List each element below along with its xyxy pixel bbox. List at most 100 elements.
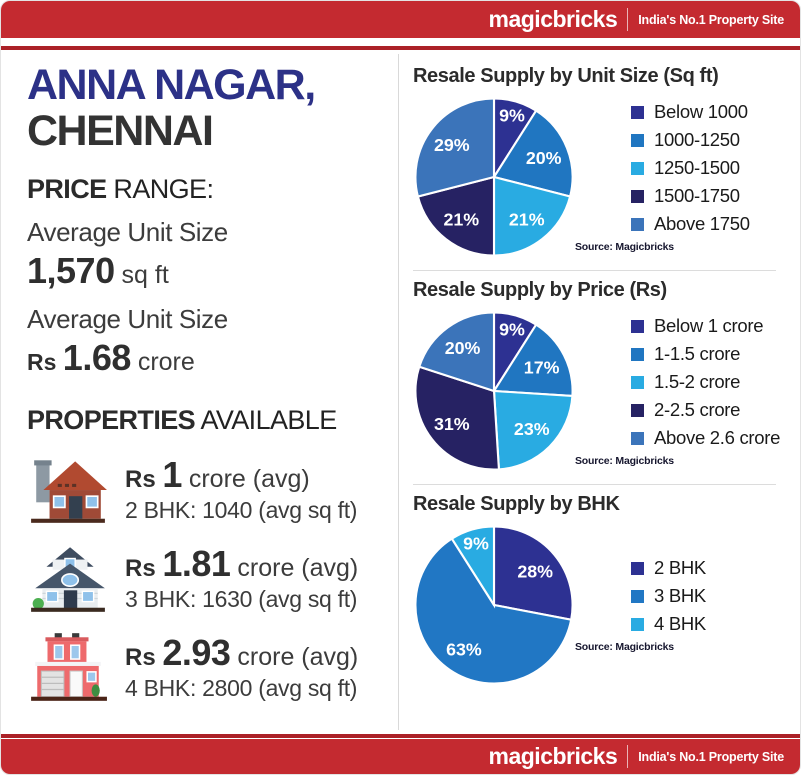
- legend-item: Below 1000: [631, 101, 750, 123]
- currency-label: Rs: [27, 349, 63, 376]
- pink-building-icon: [31, 633, 107, 701]
- legend-label: 2 BHK: [654, 557, 706, 578]
- magicbricks-logo: magicbricks: [488, 743, 618, 769]
- slice-value-label: 20%: [445, 338, 481, 358]
- brand-divider: [627, 8, 629, 31]
- column-divider: [398, 54, 399, 730]
- source-note: Source: Magicbricks: [575, 641, 674, 653]
- property-text: Rs 2.93 crore (avg) 4 BHK: 2800 (avg sq …: [125, 632, 358, 702]
- property-row-3bhk: Rs 1.81 crore (avg) 3 BHK: 1630 (avg sq …: [27, 542, 389, 614]
- legend-swatch: [631, 347, 644, 361]
- legend-item: Above 1750: [631, 213, 750, 235]
- charts-column: Resale Supply by Unit Size (Sq ft) 9% 20%…: [413, 57, 780, 698]
- chart-legend: Below 1 crore 1-1.5 crore 1.5-2 crore 2-2.5…: [631, 315, 780, 449]
- location-name: ANNA NAGAR,: [27, 61, 316, 109]
- slice-value-label: 28%: [517, 561, 553, 581]
- property-text: Rs 1 crore (avg) 2 BHK: 1040 (avg sq ft): [125, 454, 357, 524]
- slice-value-label: 23%: [514, 419, 550, 439]
- property-row-2bhk: Rs 1 crore (avg) 2 BHK: 1040 (avg sq ft): [27, 453, 389, 525]
- stat-number: 1.68: [62, 337, 132, 379]
- stat-unit: sq ft: [114, 261, 169, 290]
- gray-house-icon: [31, 547, 105, 612]
- stat-number: 1,570: [27, 250, 115, 292]
- legend-swatch: [631, 105, 644, 119]
- avg-price-stat: Average Unit Size Rs 1.68 crore: [27, 304, 389, 379]
- chart-title: Resale Supply by BHK: [413, 493, 620, 515]
- slice-value-label: 17%: [524, 357, 560, 377]
- chart-section-bhk: Resale Supply by BHK 28% 63% 9% 2 BHK 3 BHK…: [413, 484, 776, 698]
- legend-label: Below 1000: [654, 101, 748, 122]
- slice-value-label: 9%: [463, 534, 489, 554]
- property-price: Rs 1 crore (avg): [125, 454, 310, 496]
- legend-block: 2 BHK 3 BHK 4 BHK Source: Magicbricks: [575, 557, 706, 653]
- legend-item: 3 BHK: [631, 585, 706, 607]
- brand-divider: [627, 745, 629, 768]
- legend-label: Below 1 crore: [654, 315, 764, 336]
- legend-swatch: [631, 319, 644, 333]
- slice-value-label: 20%: [526, 148, 562, 168]
- legend-swatch: [631, 133, 644, 147]
- legend-label: 1.5-2 crore: [654, 371, 741, 392]
- legend-label: 1-1.5 crore: [654, 343, 741, 364]
- slice-value-label: 29%: [434, 135, 470, 155]
- legend-swatch: [631, 431, 644, 445]
- legend-swatch: [631, 161, 644, 175]
- legend-item: Above 2.6 crore: [631, 427, 780, 449]
- avg-unit-size-stat: Average Unit Size 1,570 sq ft: [27, 217, 389, 292]
- chart-title: Resale Supply by Price (Rs): [413, 279, 667, 301]
- legend-block: Below 1000 1000-1250 1250-1500 1500-1750 Abo…: [575, 101, 750, 253]
- brand-tagline: India's No.1 Property Site: [638, 12, 784, 27]
- location-city: CHENNAI: [27, 106, 214, 155]
- footer-brand-bar: magicbricks India's No.1 Property Site: [1, 739, 800, 774]
- header-brand-bar: magicbricks India's No.1 Property Site: [1, 1, 800, 38]
- slice-value-label: 21%: [509, 210, 545, 230]
- chart-legend: 2 BHK 3 BHK 4 BHK: [631, 557, 706, 635]
- red-house-icon: [31, 460, 107, 523]
- legend-item: 1500-1750: [631, 185, 750, 207]
- slice-value-label: 63%: [446, 640, 482, 660]
- stat-label: Average Unit Size: [27, 304, 228, 335]
- legend-label: Above 2.6 crore: [654, 427, 781, 448]
- slice-value-label: 9%: [499, 106, 525, 126]
- legend-item: 1-1.5 crore: [631, 343, 780, 365]
- property-price: Rs 2.93 crore (avg): [125, 632, 359, 674]
- slice-value-label: 21%: [443, 210, 479, 230]
- legend-swatch: [631, 617, 644, 631]
- legend-swatch: [631, 403, 644, 417]
- page-title: ANNA NAGAR, CHENNAI: [27, 61, 389, 155]
- chart-section-price: Resale Supply by Price (Rs) 9% 17% 23% 31% 2…: [413, 270, 780, 484]
- legend-label: 1250-1500: [654, 157, 740, 178]
- property-detail: 2 BHK: 1040 (avg sq ft): [125, 497, 358, 524]
- source-note: Source: Magicbricks: [575, 241, 674, 253]
- property-detail: 4 BHK: 2800 (avg sq ft): [125, 675, 358, 702]
- slice-value-label: 31%: [434, 414, 470, 434]
- properties-heading: PROPERTIES AVAILABLE: [27, 405, 337, 436]
- property-detail: 3 BHK: 1630 (avg sq ft): [125, 586, 358, 613]
- legend-label: 1000-1250: [654, 129, 740, 150]
- top-accent-rule: [1, 46, 800, 50]
- legend-swatch: [631, 561, 644, 575]
- legend-label: 3 BHK: [654, 585, 706, 606]
- chart-title: Resale Supply by Unit Size (Sq ft): [413, 65, 719, 87]
- chart-section-unit-size: Resale Supply by Unit Size (Sq ft) 9% 20%…: [413, 57, 776, 270]
- source-note: Source: Magicbricks: [575, 455, 674, 467]
- chart-row: 28% 63% 9% 2 BHK 3 BHK 4 BHK Source: Magicbr…: [413, 524, 776, 686]
- bhk-pie-chart: 28% 63% 9%: [414, 525, 574, 685]
- chart-row: 9% 17% 23% 31% 20% Below 1 crore 1-1.5 crore 1…: [413, 310, 780, 472]
- legend-swatch: [631, 375, 644, 389]
- stat-value: 1,570 sq ft: [27, 250, 389, 292]
- legend-label: Above 1750: [654, 213, 750, 234]
- slice-value-label: 9%: [499, 320, 525, 340]
- chart-row: 9% 20% 21% 21% 29% Below 1000 1000-1250 1250-1…: [413, 96, 776, 258]
- legend-item: 1250-1500: [631, 157, 750, 179]
- legend-label: 4 BHK: [654, 613, 706, 634]
- legend-item: 1000-1250: [631, 129, 750, 151]
- legend-block: Below 1 crore 1-1.5 crore 1.5-2 crore 2-2.5…: [575, 315, 780, 467]
- magicbricks-logo: magicbricks: [488, 6, 618, 32]
- bottom-accent-rule: [1, 734, 800, 738]
- chart-legend: Below 1000 1000-1250 1250-1500 1500-1750 Abo…: [631, 101, 750, 235]
- stat-label: Average Unit Size: [27, 217, 228, 248]
- legend-item: 1.5-2 crore: [631, 371, 780, 393]
- stat-value: Rs 1.68 crore: [27, 337, 389, 379]
